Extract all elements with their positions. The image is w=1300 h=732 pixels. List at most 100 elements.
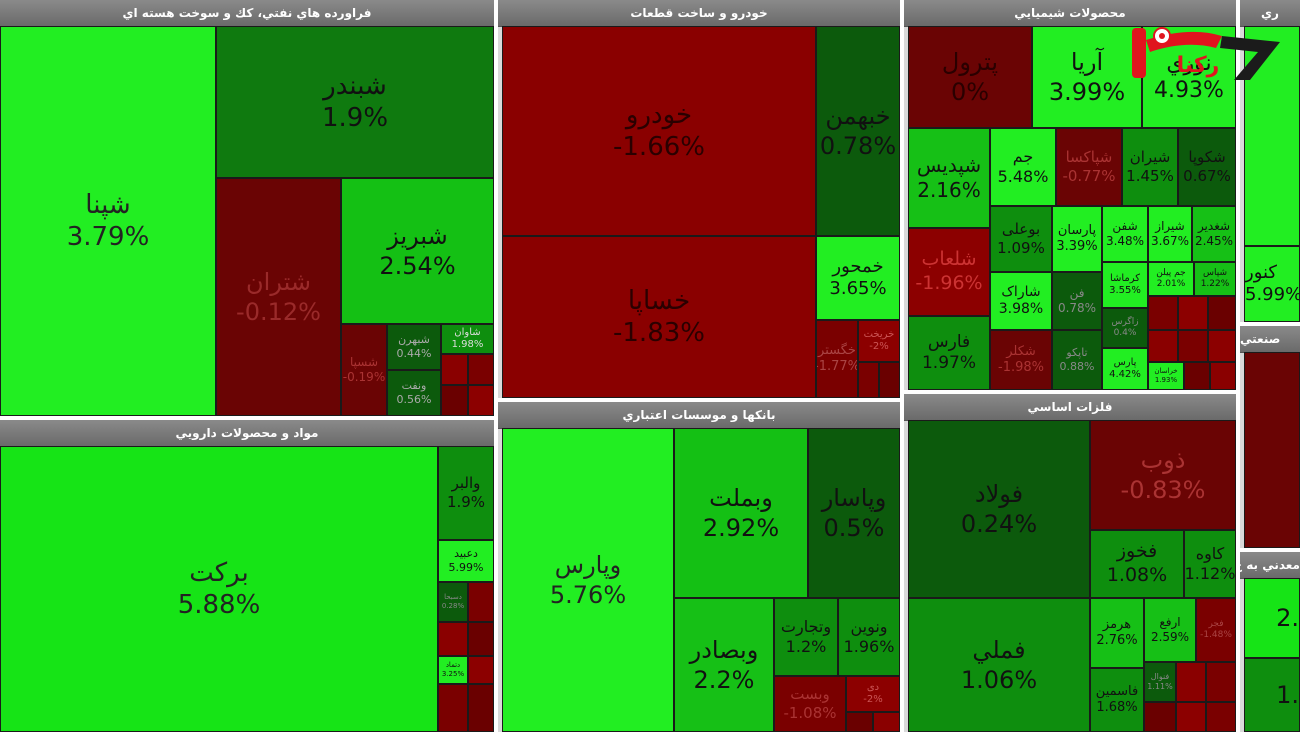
tile[interactable]: ارفع 2.59%	[1144, 598, 1196, 662]
tile[interactable]: وبملت 2.92%	[674, 428, 808, 598]
tile[interactable]: شسپا -0.19%	[341, 324, 387, 416]
tile[interactable]: خمحور 3.65%	[816, 236, 900, 320]
tile[interactable]: شپنا 3.79%	[0, 26, 216, 416]
tile[interactable]: جم پیلن 2.01%	[1148, 262, 1194, 296]
tile[interactable]: دعبید 5.99%	[438, 540, 494, 582]
tile[interactable]: وپارس 5.76%	[502, 428, 674, 732]
tile[interactable]: شپاکسا -0.77%	[1056, 128, 1122, 206]
tile-small[interactable]	[468, 684, 494, 732]
tile[interactable]: خریخت -2%	[858, 320, 900, 362]
tile-small[interactable]	[1178, 296, 1208, 330]
tile-small[interactable]	[1184, 362, 1210, 390]
tile-small[interactable]	[846, 712, 873, 732]
tile[interactable]: خراسان 1.93%	[1148, 362, 1184, 390]
tile[interactable]: ونفت 0.56%	[387, 370, 441, 416]
tile[interactable]: برکت 5.88%	[0, 446, 438, 732]
tile[interactable]: شغدیر 2.45%	[1192, 206, 1236, 262]
tile[interactable]: شیران 1.45%	[1122, 128, 1178, 206]
tile[interactable]: شفن 3.48%	[1102, 206, 1148, 262]
tile-small[interactable]	[468, 385, 494, 416]
tile[interactable]: کرماشا 3.55%	[1102, 262, 1148, 308]
tile-small[interactable]	[1178, 330, 1208, 362]
tile[interactable]: شتران -0.12%	[216, 178, 341, 416]
tile-small[interactable]	[438, 684, 468, 732]
tile[interactable]: خگستر -1.77%	[816, 320, 858, 398]
tile-change: -1.83%	[613, 318, 705, 348]
tile[interactable]: خساپا -1.83%	[502, 236, 816, 398]
tile-change: -0.19%	[342, 370, 386, 384]
tile[interactable]: شاوان 1.98%	[441, 324, 494, 354]
tile[interactable]: شبریز 2.54%	[341, 178, 494, 324]
tile-small[interactable]	[1208, 296, 1236, 330]
tile[interactable]: وبصادر 2.2%	[674, 598, 774, 732]
tile[interactable]: ونوین 1.96%	[838, 598, 900, 676]
tile[interactable]: پارسان 3.39%	[1052, 206, 1102, 272]
tile-change: -0.77%	[1062, 167, 1116, 185]
tile[interactable]: خبهمن 0.78%	[816, 26, 900, 236]
tile[interactable]: 2.	[1244, 578, 1300, 658]
tile[interactable]: جم 5.48%	[990, 128, 1056, 206]
tile[interactable]: وبست -1.08%	[774, 676, 846, 732]
tile-small[interactable]	[1148, 296, 1178, 330]
tile[interactable]: شپاس 1.22%	[1194, 262, 1236, 296]
tile-symbol: دسبحا	[444, 593, 462, 602]
tile[interactable]: پارس 4.42%	[1102, 348, 1148, 390]
tile[interactable]: والبر 1.9%	[438, 446, 494, 540]
tile-small[interactable]	[873, 712, 900, 732]
tile[interactable]: خودرو -1.66%	[502, 26, 816, 236]
tile[interactable]: شبهرن 0.44%	[387, 324, 441, 370]
sector-title: معدني به ج	[1240, 552, 1300, 579]
tile-small[interactable]	[468, 354, 494, 385]
tile[interactable]: دی -2%	[846, 676, 900, 712]
tile[interactable]: دسبحا 0.28%	[438, 582, 468, 622]
tile-small[interactable]	[858, 362, 879, 398]
tile[interactable]: پترول 0%	[908, 26, 1032, 128]
tile[interactable]: شکوپا 0.67%	[1178, 128, 1236, 206]
tile[interactable]: شکلر -1.98%	[990, 330, 1052, 390]
tile-small[interactable]	[1144, 702, 1176, 732]
tile[interactable]: آریا 3.99%	[1032, 26, 1142, 128]
tile-small[interactable]	[1206, 662, 1236, 702]
tile-small[interactable]	[1206, 702, 1236, 732]
tile[interactable]: 1.	[1244, 658, 1300, 732]
tile[interactable]: کاوه 1.12%	[1184, 530, 1236, 598]
tile-small[interactable]	[468, 622, 494, 656]
sector-partial-top: ري کنور 5.99%	[1240, 0, 1300, 322]
tile-small[interactable]	[1176, 662, 1206, 702]
tile-small[interactable]	[468, 656, 494, 684]
tile-small[interactable]	[441, 354, 468, 385]
tile[interactable]: زاگرس 0.4%	[1102, 308, 1148, 348]
tile-small[interactable]	[1244, 352, 1300, 548]
tile[interactable]: شبندر 1.9%	[216, 26, 494, 178]
tile-small[interactable]	[438, 622, 468, 656]
tile[interactable]: هرمز 2.76%	[1090, 598, 1144, 668]
tile[interactable]: فملي 1.06%	[908, 598, 1090, 732]
tile-change: 5.99%	[1245, 284, 1300, 305]
tile-small[interactable]	[1148, 330, 1178, 362]
tile-small[interactable]	[441, 385, 468, 416]
tile[interactable]: شاراک 3.98%	[990, 272, 1052, 330]
tile[interactable]: فارس 1.97%	[908, 316, 990, 390]
tile[interactable]: دتماد 3.25%	[438, 656, 468, 684]
tile[interactable]: تاپکو 0.88%	[1052, 330, 1102, 390]
tile[interactable]: فنوال 1.11%	[1144, 662, 1176, 702]
tile-small[interactable]	[1208, 330, 1236, 362]
tile-change: 2.92%	[702, 514, 780, 542]
tile[interactable]: وتجارت 1.2%	[774, 598, 838, 676]
tile[interactable]: شپدیس 2.16%	[908, 128, 990, 228]
tile[interactable]: شلعاب -1.96%	[908, 228, 990, 316]
tile[interactable]: ذوب -0.83%	[1090, 420, 1236, 530]
tile[interactable]: فن 0.78%	[1052, 272, 1102, 330]
tile-small[interactable]	[1176, 702, 1206, 732]
tile[interactable]: فولاد 0.24%	[908, 420, 1090, 598]
tile[interactable]: شیراز 3.67%	[1148, 206, 1192, 262]
tile[interactable]: بوعلی 1.09%	[990, 206, 1052, 272]
tile[interactable]: وپاسار 0.5%	[808, 428, 900, 598]
tile[interactable]: فجر -1.48%	[1196, 598, 1236, 662]
tile[interactable]: فاسمین 1.68%	[1090, 668, 1144, 732]
tile[interactable]: فخوز 1.08%	[1090, 530, 1184, 598]
tile-small[interactable]	[468, 582, 494, 622]
tile-small[interactable]	[1210, 362, 1236, 390]
tile[interactable]: کنور 5.99%	[1244, 246, 1300, 322]
tile-small[interactable]	[879, 362, 900, 398]
